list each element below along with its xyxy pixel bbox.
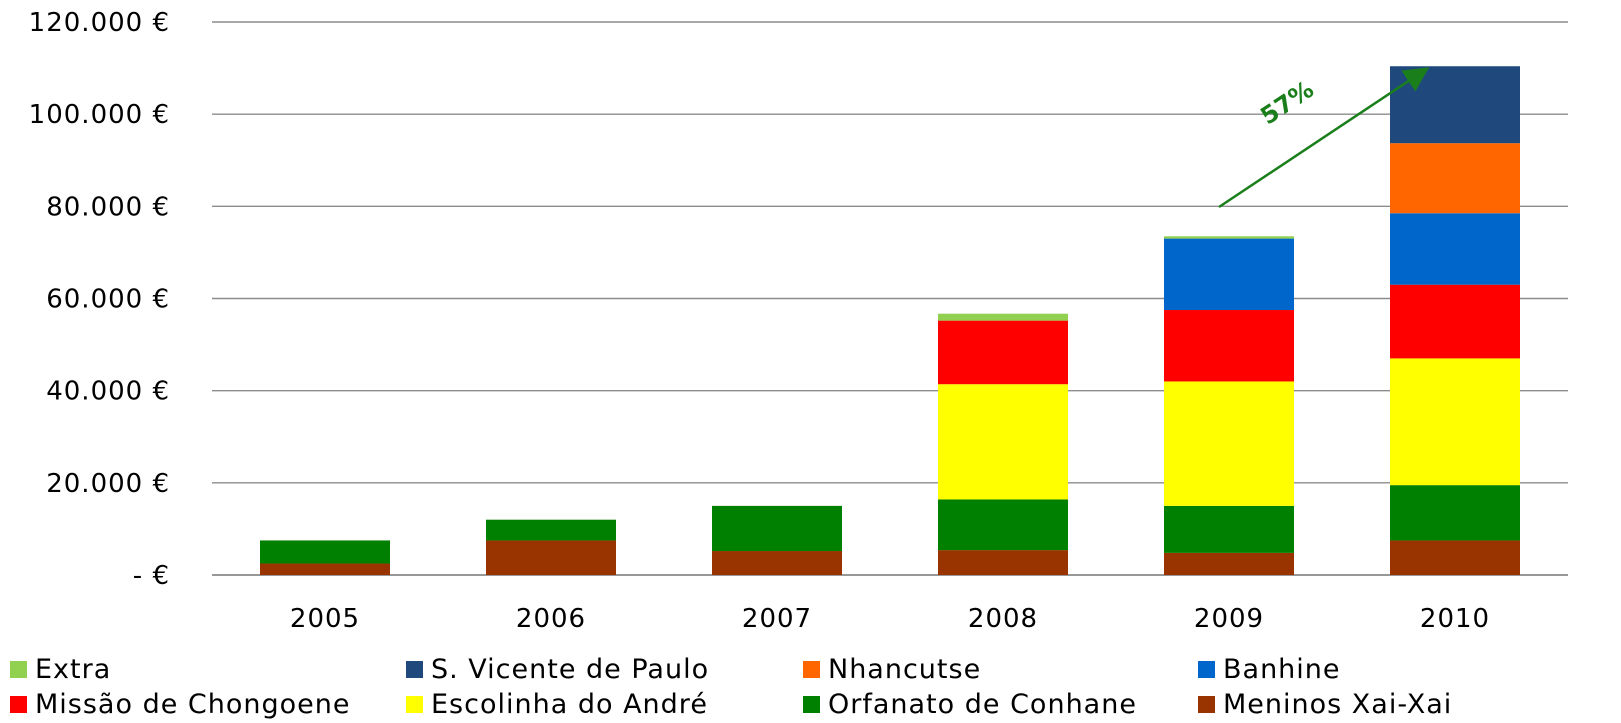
bar-segment-nhancutse-2010	[1390, 143, 1520, 214]
bar-segment-missao-de-chongoene-2008	[938, 320, 1068, 385]
legend-label: Orfanato de Conhane	[828, 689, 1137, 720]
bar-segment-extra-2009	[1164, 236, 1294, 239]
y-tick-label: - €	[133, 561, 170, 591]
x-tick-label: 2007	[742, 604, 812, 634]
legend-swatch	[803, 661, 820, 678]
bar-segment-meninos-xai-xai-2006	[486, 540, 616, 575]
legend-label: S. Vicente de Paulo	[431, 654, 710, 685]
growth-label: 57%	[1255, 75, 1318, 130]
bar-segment-s-vicente-de-paulo-2010	[1390, 66, 1520, 144]
legend-swatch	[803, 696, 820, 713]
x-tick-label: 2009	[1194, 604, 1264, 634]
legend-label: Escolinha do André	[431, 689, 708, 720]
legend-item-banhine: Banhine	[1198, 654, 1341, 685]
bar-segment-orfanato-de-conhane-2009	[1164, 505, 1294, 553]
y-tick-label: 20.000 €	[46, 469, 170, 499]
legend-item-extra: Extra	[10, 654, 111, 685]
bar-segment-orfanato-de-conhane-2008	[938, 499, 1068, 551]
bar-segment-meninos-xai-xai-2010	[1390, 540, 1520, 575]
bar-segment-meninos-xai-xai-2007	[712, 551, 842, 575]
bars	[260, 66, 1520, 575]
bar-segment-orfanato-de-conhane-2005	[260, 540, 390, 564]
bar-segment-banhine-2009	[1164, 238, 1294, 311]
legend-row: Missão de Chongoene Escolinha do André Orf…	[10, 687, 1610, 722]
growth-arrow	[1218, 67, 1430, 209]
legend-swatch	[10, 661, 27, 678]
legend-swatch	[10, 696, 27, 713]
x-axis: 2005 2006 2007 2008 2009 2010	[290, 604, 1490, 634]
x-tick-label: 2006	[516, 604, 586, 634]
bar-segment-orfanato-de-conhane-2006	[486, 519, 616, 541]
bar-segment-escolinha-do-andre-2008	[938, 384, 1068, 500]
legend-label: Extra	[35, 654, 112, 685]
x-tick-label: 2008	[968, 604, 1038, 634]
bar-segment-meninos-xai-xai-2009	[1164, 552, 1294, 575]
bar-segment-escolinha-do-andre-2009	[1164, 381, 1294, 506]
legend-label: Meninos Xai-Xai	[1223, 689, 1453, 720]
legend-swatch	[406, 661, 423, 678]
legend-item-s-vicente-de-paulo: S. Vicente de Paulo	[406, 654, 709, 685]
legend-swatch	[1198, 661, 1215, 678]
y-axis: - € 20.000 € 40.000 € 60.000 € 80.000 € 100.0…	[29, 8, 170, 591]
legend-label: Missão de Chongoene	[35, 689, 351, 720]
y-tick-label: 40.000 €	[46, 377, 170, 407]
gridlines	[212, 21, 1568, 576]
bar-segment-banhine-2010	[1390, 213, 1520, 285]
legend-item-nhancutse: Nhancutse	[803, 654, 981, 685]
legend-swatch	[1198, 696, 1215, 713]
legend: Extra S. Vicente de Paulo Nhancutse Banhine…	[10, 652, 1610, 722]
legend-label: Banhine	[1223, 654, 1341, 685]
stacked-bar-chart: - € 20.000 € 40.000 € 60.000 € 80.000 € 100.0…	[29, 8, 1568, 634]
bar-segment-orfanato-de-conhane-2010	[1390, 485, 1520, 541]
x-tick-label: 2010	[1420, 604, 1490, 634]
bar-segment-meninos-xai-xai-2005	[260, 563, 390, 575]
bar-segment-meninos-xai-xai-2008	[938, 550, 1068, 575]
x-tick-label: 2005	[290, 604, 360, 634]
legend-item-missao-de-chongoene: Missão de Chongoene	[10, 689, 351, 720]
legend-item-escolinha-do-andre: Escolinha do André	[406, 689, 708, 720]
legend-label: Nhancutse	[828, 654, 982, 685]
bar-segment-orfanato-de-conhane-2007	[712, 505, 842, 552]
legend-item-orfanato-de-conhane: Orfanato de Conhane	[803, 689, 1137, 720]
legend-row: Extra S. Vicente de Paulo Nhancutse Banhine	[10, 652, 1610, 687]
y-tick-label: 100.000 €	[29, 100, 170, 130]
y-tick-label: 120.000 €	[29, 8, 170, 38]
bar-segment-missao-de-chongoene-2009	[1164, 310, 1294, 382]
bar-segment-missao-de-chongoene-2010	[1390, 284, 1520, 359]
y-tick-label: 60.000 €	[46, 285, 170, 315]
bar-segment-extra-2008	[938, 313, 1068, 321]
legend-swatch	[406, 696, 423, 713]
legend-item-meninos-xai-xai: Meninos Xai-Xai	[1198, 689, 1452, 720]
bar-segment-escolinha-do-andre-2010	[1390, 358, 1520, 486]
y-tick-label: 80.000 €	[46, 192, 170, 222]
